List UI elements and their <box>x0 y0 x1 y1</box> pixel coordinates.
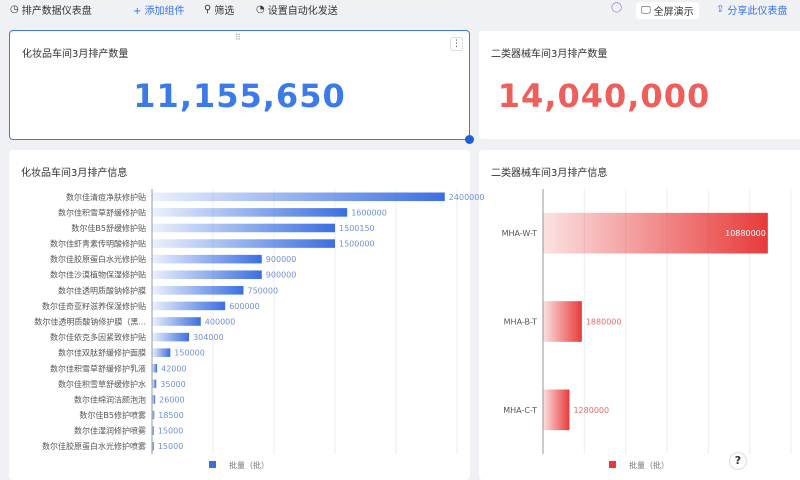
legend-label: 批量（批） <box>229 460 269 470</box>
data-label: 400000 <box>205 318 236 327</box>
data-label: 10880000 <box>725 229 766 238</box>
category-label: 数尔佳虾青素传明酸修护贴 <box>50 239 146 249</box>
bar <box>152 223 336 233</box>
bar <box>152 332 190 342</box>
add-component-button[interactable]: + 添加组件 <box>133 6 185 17</box>
data-label: 750000 <box>248 286 279 295</box>
ai-icon[interactable]: ◯ <box>611 2 623 13</box>
dashboard-title[interactable]: ◷ 排产数据仪表盘 <box>10 4 92 17</box>
kpi-card-cosmetics[interactable]: ⠿ ⋮ 化妆品车间3月排产数量 11,155,650 <box>9 30 470 140</box>
card-title: 二类器械车间3月排产数量 <box>491 49 608 60</box>
bar <box>152 239 335 248</box>
card-title: 化妆品车间3月排产数量 <box>22 49 129 60</box>
kpi-value: 11,155,650 <box>133 77 346 115</box>
category-label: 数尔佳胶原蛋白水光修护喷雾 <box>42 441 146 451</box>
bar <box>152 379 157 389</box>
bar <box>152 301 226 311</box>
data-label: 304000 <box>193 333 224 342</box>
data-label: 1280000 <box>573 406 609 415</box>
data-label: 900000 <box>266 271 297 280</box>
monitor-icon: 🖵 <box>641 5 651 16</box>
share-button[interactable]: ⇪ 分享此仪表盘 <box>716 4 788 17</box>
schedule-icon: ◔ <box>256 4 265 15</box>
legend-label: 批量（批） <box>629 460 669 470</box>
category-label: 数尔佳透明质酸钠修护膜（黑... <box>34 317 146 327</box>
data-label: 1880000 <box>586 318 622 327</box>
bar <box>152 426 154 435</box>
data-label: 600000 <box>229 302 260 311</box>
bar <box>543 301 582 342</box>
bar <box>152 286 244 295</box>
data-label: 2400000 <box>449 193 485 202</box>
legend-swatch <box>209 461 216 468</box>
bar <box>152 363 158 373</box>
category-label: MHA-W-T <box>502 229 538 238</box>
bar <box>152 441 154 451</box>
auto-send-button[interactable]: ◔ 设置自动化发送 <box>256 4 338 17</box>
category-label: 数尔佳奇亚籽滋养保湿修护贴 <box>42 301 146 311</box>
category-label: 数尔佳积雪草舒缓修护水 <box>58 379 146 389</box>
bar <box>543 389 570 431</box>
category-label: 数尔佳透明质酸钠修护膜 <box>58 285 146 295</box>
bar <box>152 270 262 280</box>
category-label: 数尔佳B5修护喷雾 <box>79 410 146 420</box>
bar <box>152 208 348 217</box>
category-label: 数尔佳湿润修护喷雾 <box>74 426 146 436</box>
help-button[interactable]: ? <box>729 452 747 470</box>
bar <box>152 410 155 420</box>
category-label: 数尔佳积雪草舒缓修护乳液 <box>50 363 146 373</box>
kpi-card-devices[interactable]: 二类器械车间3月排产数量 14,040,000 <box>479 31 800 139</box>
bar <box>152 395 156 404</box>
data-label: 1600000 <box>351 208 387 217</box>
bar <box>152 317 201 326</box>
data-label: 1500150 <box>339 224 375 233</box>
fullscreen-button[interactable]: 🖵 全屏演示 <box>636 2 699 19</box>
drag-handle-icon[interactable]: ⠿ <box>235 33 241 42</box>
data-label: 900000 <box>266 255 297 264</box>
resize-handle[interactable] <box>465 135 474 144</box>
category-label: MHA-B-T <box>504 318 537 327</box>
category-label: 数尔佳双肽舒缓修护面膜 <box>58 348 146 358</box>
category-label: MHA-C-T <box>503 406 537 415</box>
data-label: 42000 <box>161 364 186 373</box>
category-label: 数尔佳胶原蛋白水光修护贴 <box>50 254 146 264</box>
chart-card-cosmetics: 化妆品车间3月排产信息 <box>9 150 470 480</box>
data-label: 15000 <box>158 427 183 436</box>
category-label: 数尔佳清痘净肤修护贴 <box>66 192 146 202</box>
kpi-value: 14,040,000 <box>497 77 711 115</box>
bar <box>543 212 768 254</box>
more-icon[interactable]: ⋮ <box>450 37 463 51</box>
chart-card-devices: 二类器械车间3月排产信息 <box>479 150 800 480</box>
data-label: 150000 <box>174 349 205 358</box>
data-label: 15000 <box>158 442 183 451</box>
category-label: 数尔佳沙漠植物保湿修护贴 <box>50 270 146 280</box>
category-label: 数尔佳绵润洁颜泡泡 <box>74 394 146 404</box>
bar <box>152 348 171 357</box>
data-label: 18500 <box>158 411 183 420</box>
filter-button[interactable]: ⚲ 筛选 <box>204 4 235 17</box>
data-label: 35000 <box>160 380 185 389</box>
category-label: 数尔佳积雪草舒缓修护贴 <box>58 207 146 217</box>
share-icon: ⇪ <box>716 4 725 15</box>
category-label: 数尔佳B5舒缓修护贴 <box>71 223 146 233</box>
category-label: 数尔佳依克多因紧致修护贴 <box>50 332 146 342</box>
data-label: 26000 <box>159 395 184 404</box>
chart-title: 化妆品车间3月排产信息 <box>21 168 128 179</box>
bar <box>152 254 262 264</box>
bar <box>152 192 445 202</box>
chart-title: 二类器械车间3月排产信息 <box>491 168 608 179</box>
clock-icon: ◷ <box>10 4 19 15</box>
data-label: 1500000 <box>339 240 375 249</box>
filter-icon: ⚲ <box>204 4 212 15</box>
legend-swatch <box>609 461 616 468</box>
toolbar: ◷ 排产数据仪表盘 + 添加组件 ⚲ 筛选 ◔ 设置自动化发送 ◯ 🖵 全屏演示 ⇪ 分享… <box>0 0 800 20</box>
